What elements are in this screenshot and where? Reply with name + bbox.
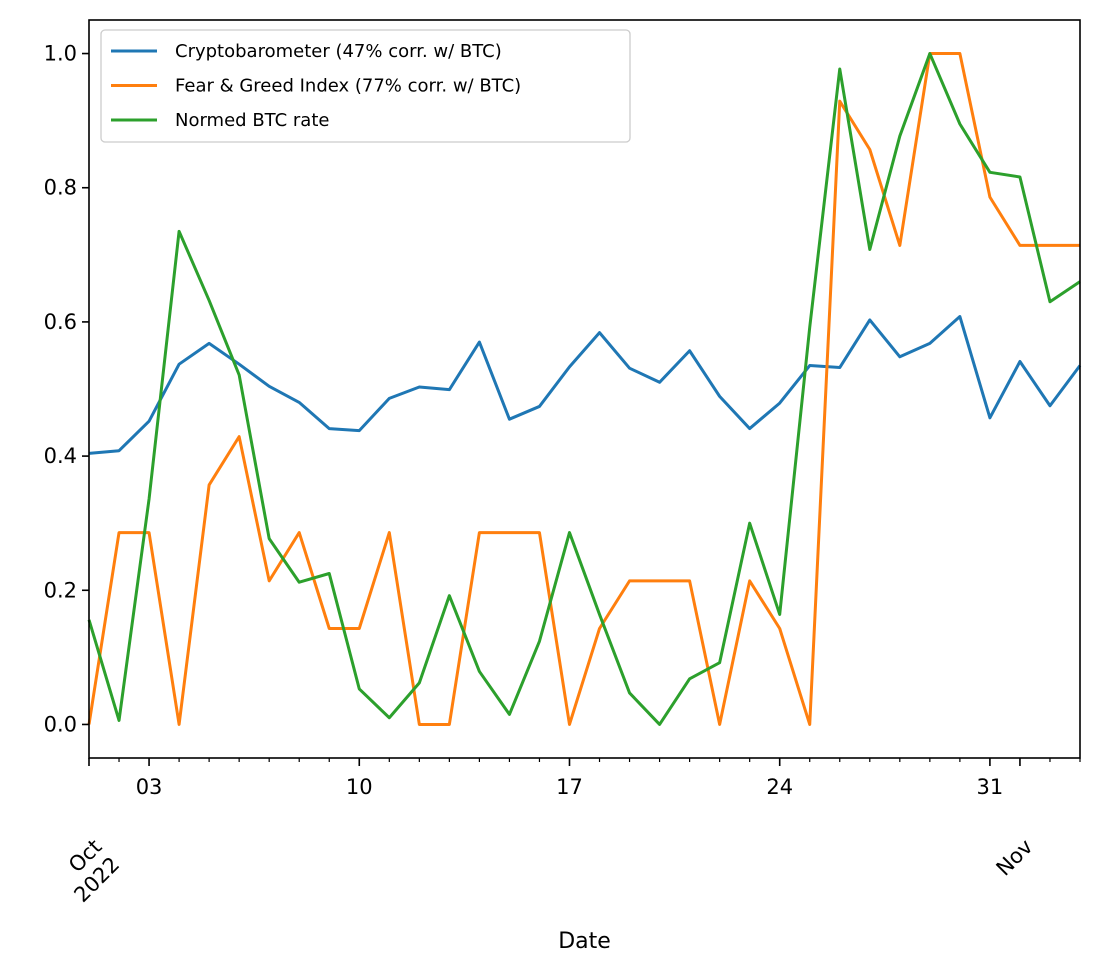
- x-tick-label: 31: [977, 775, 1004, 799]
- legend-box: [100, 29, 631, 143]
- x-tick-label: 10: [346, 775, 373, 799]
- series-layer: [87, 52, 1082, 726]
- legend: Cryptobarometer (47% corr. w/ BTC) Fear &…: [100, 29, 631, 143]
- legend-label: Fear & Greed Index (77% corr. w/ BTC): [175, 76, 521, 97]
- x-month-label-line: Nov: [992, 835, 1038, 881]
- y-tick-label: 0.8: [44, 176, 77, 200]
- legend-label: Normed BTC rate: [175, 110, 329, 131]
- legend-label: Cryptobarometer (47% corr. w/ BTC): [175, 41, 502, 62]
- x-tick-label: 24: [766, 775, 793, 799]
- y-tick-label: 1.0: [44, 42, 77, 66]
- series-line-2: [87, 52, 1080, 726]
- y-tick-label: 0.4: [44, 444, 77, 468]
- y-tick-label: 0.2: [44, 578, 77, 602]
- x-tick-label: 17: [556, 775, 583, 799]
- x-tick-label: 03: [136, 775, 163, 799]
- series-line-1: [88, 315, 1082, 455]
- plot-frame: [88, 19, 1081, 759]
- x-axis-label: Date: [558, 929, 611, 954]
- y-tick-label: 0.6: [44, 310, 77, 334]
- series-line-3: [87, 52, 1081, 726]
- y-tick-label: 0.0: [44, 712, 77, 736]
- y-axis: 0.0 0.2 0.4 0.6 0.8 1.0: [44, 42, 89, 736]
- x-month-label: Nov: [992, 835, 1038, 881]
